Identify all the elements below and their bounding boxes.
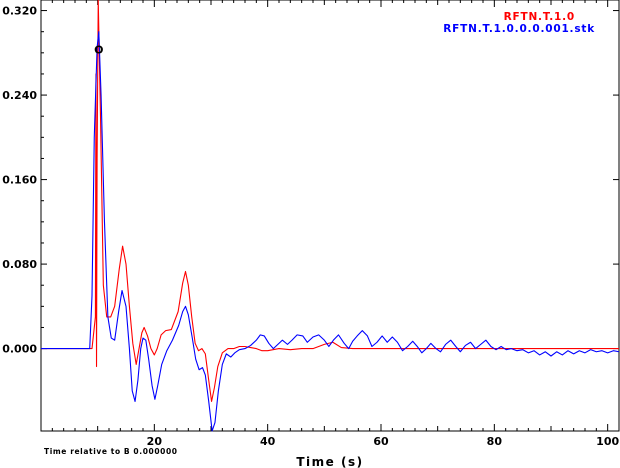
- x-tick-label: 100: [596, 435, 619, 448]
- legend-entry-1: RFTN.T.1.0: [504, 11, 575, 23]
- y-tick-label: 0.240: [2, 89, 37, 102]
- x-tick-label: 20: [147, 435, 163, 448]
- y-axis: 0.000 0.080 0.160 0.240 0.320: [2, 5, 619, 356]
- x-tick-label: 60: [373, 435, 389, 448]
- series-layer: [41, 0, 620, 432]
- marker-label: O: [94, 44, 103, 57]
- y-tick-label: 0.080: [2, 258, 37, 271]
- series-line-2: [41, 31, 620, 432]
- time-reference-note: Time relative to B 0.000000: [44, 447, 178, 456]
- y-tick-label: 0.320: [2, 5, 37, 18]
- x-axis: 20 40 60 80 100: [51, 0, 620, 448]
- series-line-1: [41, 0, 619, 402]
- y-tick-label: 0.000: [2, 343, 37, 356]
- y-tick-label: 0.160: [2, 174, 37, 187]
- legend-entry-2: RFTN.T.1.0.0.0.001.stk: [443, 23, 595, 35]
- x-tick-label: 80: [487, 435, 503, 448]
- plot-frame: [40, 0, 620, 432]
- x-tick-label: 40: [260, 435, 276, 448]
- x-axis-title: Time (s): [296, 455, 363, 468]
